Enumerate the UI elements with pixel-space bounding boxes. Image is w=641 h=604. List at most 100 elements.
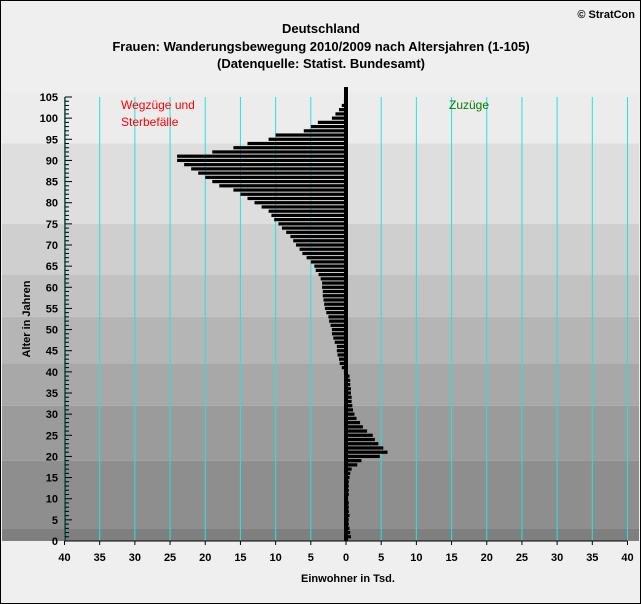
bar-age-71 <box>293 239 346 243</box>
bar-age-86 <box>205 175 346 179</box>
bar-age-23 <box>346 442 379 446</box>
bar-age-27 <box>346 425 363 429</box>
y-tick-label: 25 <box>46 430 58 442</box>
bar-age-74 <box>281 226 346 230</box>
bar-age-18 <box>346 463 358 467</box>
bar-age-26 <box>346 429 368 433</box>
bar-age-96 <box>275 133 346 137</box>
bar-age-100 <box>331 116 346 120</box>
y-tick-labels: 0 5 10 15 20 25 30 35 40 45 50 55 60 65 70 75 80 85 90 95 10… <box>40 92 58 548</box>
x-tick-labels: 40 35 30 25 20 15 10 5 0 5 10 15 20 25 30 35 40 <box>58 552 633 564</box>
y-tick-label: 45 <box>46 346 58 358</box>
bar-age-31 <box>346 408 354 412</box>
bar-age-66 <box>310 260 346 264</box>
bar-age-69 <box>299 247 346 251</box>
bar-age-32 <box>346 404 353 408</box>
y-tick-label: 35 <box>46 388 58 400</box>
bar-age-49 <box>331 332 346 336</box>
bar-age-88 <box>191 167 346 171</box>
copyright: © StratCon <box>577 9 635 21</box>
bar-age-77 <box>271 213 346 218</box>
bar-age-78 <box>268 209 346 213</box>
y-tick-label: 5 <box>52 515 58 527</box>
bar-age-34 <box>346 395 352 399</box>
bar-age-48 <box>333 336 346 340</box>
bar-age-55 <box>324 306 346 311</box>
bar-age-94 <box>247 141 346 146</box>
bar-age-63 <box>318 272 346 277</box>
bar-age-43 <box>338 357 346 361</box>
bar-age-65 <box>314 264 346 268</box>
x-tick-label: 0 <box>343 552 349 564</box>
bar-age-98 <box>310 124 346 129</box>
age-band-5 <box>2 274 639 317</box>
x-tick-label: 10 <box>270 552 282 564</box>
bar-age-1 <box>346 535 351 539</box>
bar-age-22 <box>346 446 384 450</box>
bar-age-20 <box>346 454 380 459</box>
bar-age-42 <box>339 361 346 366</box>
x-tick-label: 15 <box>234 552 246 564</box>
y-tick-label: 85 <box>46 177 58 189</box>
y-tick-label: 15 <box>46 473 58 485</box>
bar-age-19 <box>346 459 362 463</box>
bar-age-82 <box>240 192 346 196</box>
bar-age-33 <box>346 399 352 404</box>
x-tick-label: 30 <box>551 552 563 564</box>
x-tick-label: 40 <box>58 552 70 564</box>
bar-age-2 <box>346 530 351 535</box>
bar-age-50 <box>331 327 346 332</box>
age-band-1 <box>2 460 639 529</box>
annotation-sterbefaelle: Sterbefälle <box>121 115 179 129</box>
title-line-3: (Datenquelle: Statist. Bundesamt) <box>217 56 425 71</box>
y-tick-label: 50 <box>46 325 58 337</box>
bar-age-53 <box>328 315 346 319</box>
y-tick-label: 65 <box>46 261 58 273</box>
bar-age-61 <box>322 281 346 285</box>
bar-age-79 <box>261 205 346 209</box>
bar-age-103 <box>341 103 346 108</box>
bar-age-35 <box>346 391 351 395</box>
bar-age-101 <box>335 112 346 116</box>
bar-age-29 <box>346 416 357 420</box>
bar-age-76 <box>274 218 346 222</box>
bar-age-54 <box>326 311 346 315</box>
annotation-zuzuege: Zuzüge <box>449 98 489 112</box>
age-band-0 <box>2 528 639 541</box>
bar-age-17 <box>346 467 352 471</box>
bar-age-37 <box>346 382 351 387</box>
age-band-4 <box>2 316 639 364</box>
bar-age-24 <box>346 437 375 442</box>
bar-age-56 <box>324 302 346 306</box>
bar-age-73 <box>286 230 346 234</box>
bar-age-46 <box>336 344 346 349</box>
y-tick-label: 0 <box>52 536 58 548</box>
bar-age-67 <box>306 256 346 260</box>
x-tick-label: 25 <box>164 552 176 564</box>
x-tick-label: 5 <box>308 552 314 564</box>
bar-age-60 <box>322 285 346 289</box>
bar-age-41 <box>341 366 346 370</box>
bar-age-83 <box>233 188 346 192</box>
bar-age-30 <box>346 412 355 416</box>
x-tick-label: 20 <box>481 552 493 564</box>
bar-age-51 <box>330 323 346 327</box>
x-axis-label: Einwohner in Tsd. <box>301 573 395 585</box>
y-tick-label: 95 <box>46 134 58 146</box>
bar-age-44 <box>337 353 346 357</box>
bar-age-93 <box>233 146 346 150</box>
bar-age-92 <box>212 150 346 154</box>
bar-age-72 <box>290 234 346 239</box>
y-tick-label: 10 <box>46 494 58 506</box>
x-tick-label: 35 <box>586 552 598 564</box>
x-tick-label: 15 <box>445 552 457 564</box>
y-tick-label: 55 <box>46 303 58 315</box>
age-band-3 <box>2 363 639 406</box>
y-tick-label: 40 <box>46 367 58 379</box>
bar-age-85 <box>212 179 346 184</box>
y-tick-label: 100 <box>40 113 58 125</box>
y-tick-label: 60 <box>46 282 58 294</box>
bar-age-80 <box>254 201 346 205</box>
bar-age-70 <box>296 243 346 247</box>
bar-age-64 <box>315 268 346 272</box>
